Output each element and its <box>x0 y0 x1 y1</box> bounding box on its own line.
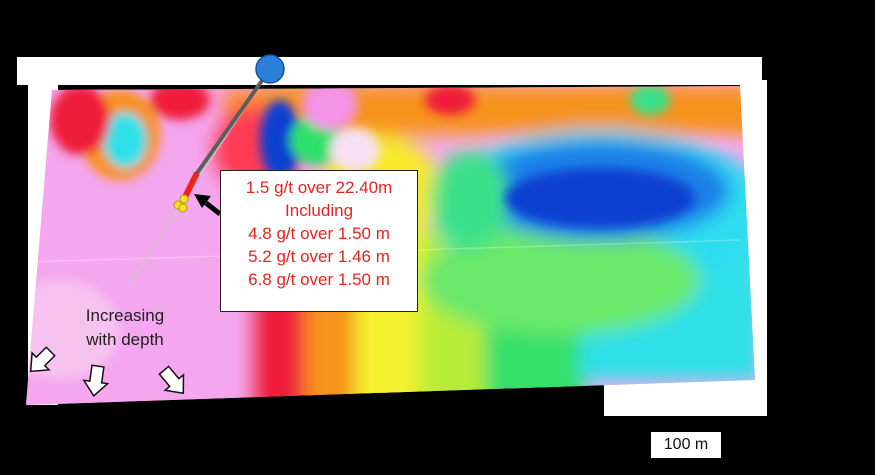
callout-line-sub3: 6.8 g/t over 1.50 m <box>248 270 390 289</box>
scale-bar-label: 100 m <box>651 432 721 458</box>
assay-callout-box: 1.5 g/t over 22.40m Including 4.8 g/t ov… <box>220 170 418 312</box>
depth-arrow-right <box>158 365 185 395</box>
sample-point <box>178 203 188 213</box>
frame-top <box>17 57 762 85</box>
depth-annotation-line2: with depth <box>86 330 164 349</box>
callout-pointer-arrow <box>194 194 222 216</box>
callout-line-sub1: 4.8 g/t over 1.50 m <box>248 224 390 243</box>
depth-annotation: Increasing with depth <box>66 304 184 352</box>
callout-line-including: Including <box>284 201 354 220</box>
drill-collar <box>255 54 285 84</box>
sample-point <box>179 194 189 204</box>
mineralised-intercept <box>182 171 200 199</box>
frame-bottom <box>604 380 767 416</box>
callout-line-main: 1.5 g/t over 22.40m <box>245 178 393 197</box>
callout-line-sub2: 5.2 g/t over 1.46 m <box>248 247 390 266</box>
depth-arrow-left <box>29 346 56 373</box>
drillhole-upper-segment <box>193 70 270 178</box>
depth-annotation-line1: Increasing <box>85 306 165 325</box>
depth-arrow-centre <box>82 364 110 397</box>
